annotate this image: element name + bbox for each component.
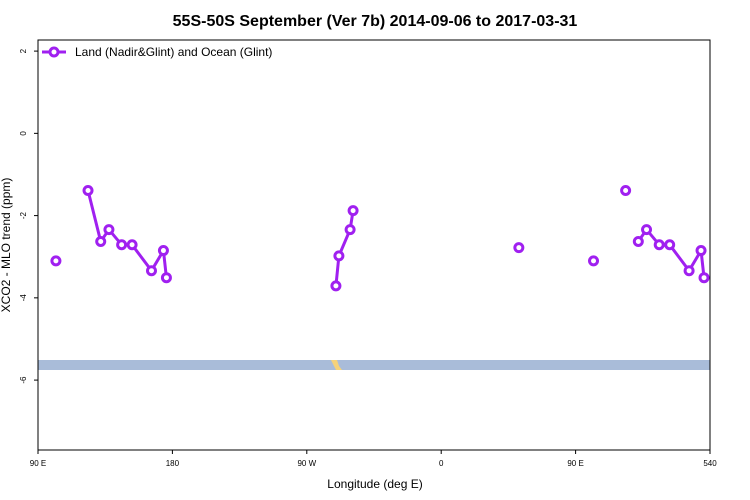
data-point [333, 250, 345, 262]
y-tick-label: -6 [19, 376, 28, 384]
y-tick-label: 2 [19, 48, 28, 53]
data-point [50, 255, 62, 267]
data-point [683, 265, 695, 277]
x-tick-label: 90 E [567, 459, 583, 468]
y-axis-label: XCO2 - MLO trend (ppm) [0, 178, 13, 313]
data-point [116, 239, 128, 251]
x-axis-label: Longitude (deg E) [327, 477, 422, 491]
y-tick-label: -4 [19, 294, 28, 302]
map-land [331, 360, 342, 370]
x-tick-label: 90 W [297, 459, 316, 468]
data-point [82, 185, 94, 197]
x-tick-label: 0 [439, 459, 444, 468]
x-tick-label: 90 E [30, 459, 46, 468]
data-point [695, 245, 707, 257]
plot-area [50, 185, 710, 292]
data-point [653, 239, 665, 251]
data-point [513, 242, 525, 254]
data-point [145, 265, 157, 277]
data-point [160, 272, 172, 284]
legend: Land (Nadir&Glint) and Ocean (Glint) [42, 45, 272, 59]
x-tick-label: 540 [703, 459, 717, 468]
data-point [95, 236, 107, 248]
map-strip [38, 360, 710, 370]
data-point [620, 185, 632, 197]
legend-label: Land (Nadir&Glint) and Ocean (Glint) [75, 45, 272, 59]
data-point [641, 224, 653, 236]
plot-frame [37, 39, 711, 451]
data-point [103, 224, 115, 236]
x-tick-label: 180 [166, 459, 180, 468]
data-point [698, 272, 710, 284]
data-point [157, 245, 169, 257]
data-point [347, 205, 359, 217]
legend-marker [48, 46, 60, 58]
data-point [126, 239, 138, 251]
y-tick-label: -2 [19, 211, 28, 219]
data-point [664, 239, 676, 251]
data-point [330, 280, 342, 292]
data-point [588, 255, 600, 267]
data-point [632, 236, 644, 248]
data-point [344, 224, 356, 236]
y-tick-label: 0 [19, 131, 28, 136]
chart-title: 55S-50S September (Ver 7b) 2014-09-06 to… [173, 13, 578, 30]
